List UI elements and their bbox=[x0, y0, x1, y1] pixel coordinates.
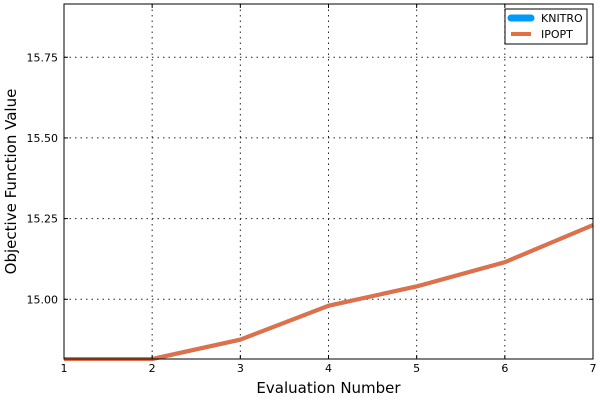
x-tick-label: 2 bbox=[149, 362, 156, 375]
y-axis-title: Objective Function Value bbox=[2, 89, 20, 275]
series-line-ipopt bbox=[64, 223, 594, 361]
series-layer bbox=[64, 223, 594, 361]
y-tick-labels: 15.00 15.25 15.50 15.75 bbox=[27, 51, 59, 306]
x-tick-label: 7 bbox=[590, 362, 597, 375]
y-tick-label: 15.75 bbox=[27, 51, 59, 64]
x-tick-label: 3 bbox=[237, 362, 244, 375]
x-axis-title: Evaluation Number bbox=[256, 379, 401, 397]
x-tick-label: 1 bbox=[61, 362, 68, 375]
x-tick-labels: 1 2 3 4 5 6 7 bbox=[61, 362, 597, 375]
y-tick-label: 15.50 bbox=[27, 132, 59, 145]
legend-label-knitro: KNITRO bbox=[541, 12, 583, 25]
series-line-knitro bbox=[64, 223, 594, 361]
x-tick-label: 4 bbox=[325, 362, 332, 375]
legend-label-ipopt: IPOPT bbox=[541, 28, 573, 41]
y-tick-label: 15.00 bbox=[27, 293, 59, 306]
x-tick-label: 5 bbox=[413, 362, 420, 375]
tick-marks bbox=[63, 4, 594, 359]
legend: KNITRO IPOPT bbox=[504, 8, 588, 45]
y-tick-label: 15.25 bbox=[27, 213, 59, 226]
grid bbox=[64, 4, 593, 359]
x-tick-label: 6 bbox=[501, 362, 508, 375]
